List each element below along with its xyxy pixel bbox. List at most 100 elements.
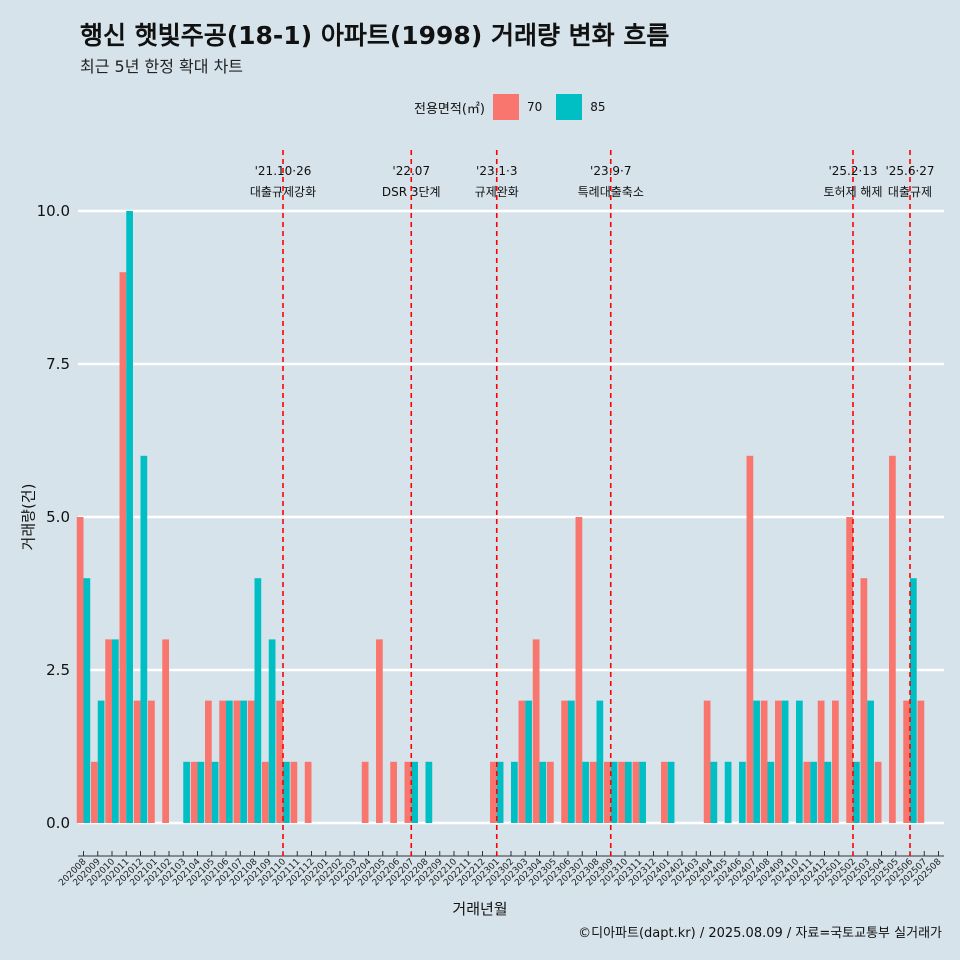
bar-70-202009 [91,761,98,823]
bar-70-202104 [190,761,198,823]
bar-70-202008 [76,517,84,823]
y-axis-label: 거래량(건) [19,483,38,551]
bar-70-202012 [133,700,141,823]
bar-85-202410 [796,700,803,823]
bar-85-202506 [910,578,917,823]
bar-85-202110 [283,761,290,823]
bar-85-202109 [268,639,276,823]
bar-70-202102 [162,639,169,823]
bar-70-202109 [262,761,269,823]
event-label: 대출규제 [888,185,932,199]
bar-85-202310 [625,761,632,823]
bar-70-202408 [760,700,768,823]
bar-70-202106 [219,700,226,823]
bar-70-202307 [575,517,583,823]
x-axis-label: 거래년월 [452,900,508,918]
bar-85-202008 [83,578,91,823]
event-date: '21.10·26 [255,164,312,178]
event-date: '23.9·7 [590,164,631,178]
bar-85-202104 [197,761,205,823]
y-tick-label: 10.0 [37,202,70,220]
event-label: 규제완화 [475,185,519,199]
bar-70-202010 [105,639,112,823]
bar-70-202305 [547,761,554,823]
bar-85-202306 [568,700,575,823]
bar-85-202502 [853,761,860,823]
event-label: 대출규제강화 [250,185,316,199]
bar-85-202207 [411,761,418,823]
bar-85-202302 [511,761,518,823]
bar-70-202303 [518,700,526,823]
bar-70-202507 [917,700,925,823]
event-label: 토허제 해제 [823,185,882,199]
bar-85-202401 [667,761,675,823]
bar-85-202208 [425,761,433,823]
bar-85-202108 [254,578,262,823]
y-tick-label: 0.0 [46,814,70,832]
bar-70-202311 [632,761,640,823]
bar-85-202011 [126,211,133,823]
bar-70-202310 [618,761,625,823]
bar-70-202504 [874,761,882,823]
bar-70-202206 [390,761,397,823]
bar-85-202012 [140,455,148,823]
bar-70-202105 [205,700,212,823]
bar-85-202304 [539,761,547,823]
bar-85-202404 [710,761,718,823]
legend-title: 전용면적(㎡) [414,101,485,117]
bar-85-202406 [739,761,746,823]
event-label: DSR 3단계 [382,185,441,199]
bar-85-202411 [810,761,817,823]
bar-85-202009 [97,700,105,823]
y-tick-label: 2.5 [46,661,70,679]
bar-70-202309 [604,761,611,823]
bar-85-202307 [582,761,589,823]
bar-85-202405 [724,761,732,823]
bar-70-202112 [304,761,312,823]
bar-70-202407 [746,455,754,823]
bar-85-202301 [496,761,504,823]
bar-85-202503 [867,700,874,823]
bar-85-202107 [240,700,247,823]
legend-swatch-70 [492,94,519,120]
source-caption: ©디아파트(dapt.kr) / 2025.08.09 / 자료=국토교통부 실… [578,926,942,941]
bar-85-202311 [639,761,646,823]
bar-70-202501 [832,700,839,823]
bar-70-202205 [376,639,383,823]
bar-70-202011 [119,272,127,823]
bar-70-202412 [817,700,825,823]
bar-85-202309 [610,761,618,823]
bar-85-202409 [781,700,789,823]
bar-85-202105 [211,761,219,823]
bar-70-202204 [361,761,369,823]
bar-70-202108 [247,700,255,823]
y-tick-label: 5.0 [46,508,70,526]
bar-70-202505 [889,455,896,823]
bar-70-202401 [661,761,668,823]
event-date: '25.2·13 [828,164,877,178]
bar-85-202103 [183,761,190,823]
y-tick-label: 7.5 [46,355,70,373]
event-label: 특례대출축소 [578,185,644,199]
bar-70-202502 [846,517,853,823]
bar-85-202303 [525,700,532,823]
bar-70-202301 [490,761,497,823]
bar-85-202010 [112,639,119,823]
bar-70-202411 [803,761,811,823]
legend: 전용면적(㎡) 70 85 [414,93,612,121]
bar-70-202308 [589,761,597,823]
bar-70-202404 [703,700,711,823]
bar-70-202110 [276,700,283,823]
bar-70-202409 [775,700,782,823]
bar-85-202308 [596,700,604,823]
legend-label-85: 85 [590,100,606,114]
event-date: '25.6·27 [885,164,934,178]
legend-swatch-85 [556,94,583,120]
bar-70-202101 [148,700,155,823]
bar-70-202506 [903,700,910,823]
bar-70-202306 [561,700,568,823]
bar-85-202412 [824,761,832,823]
bar-85-202407 [753,700,760,823]
bar-70-202107 [233,700,241,823]
